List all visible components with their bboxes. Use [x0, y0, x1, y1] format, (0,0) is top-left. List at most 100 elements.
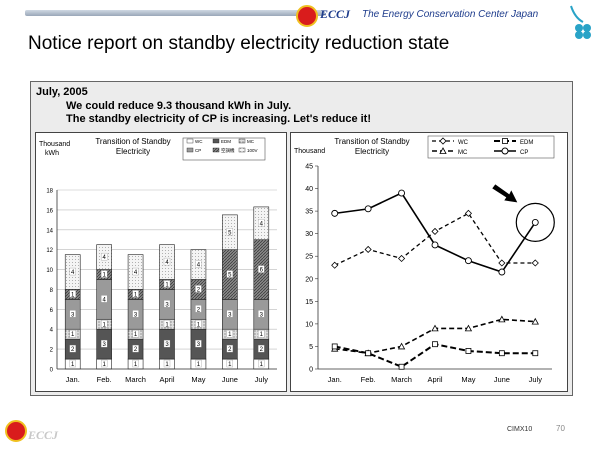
line-ylabel: Thousand — [294, 148, 325, 155]
arrow-icon — [492, 184, 518, 203]
bar-label-box — [195, 285, 202, 293]
line-point — [464, 257, 472, 265]
bar-data-label: 1 — [134, 292, 138, 298]
line-ytick-label: 5 — [309, 344, 313, 351]
line-ytick-label: 45 — [305, 164, 313, 171]
line-point — [498, 268, 506, 276]
line-xtick-label: June — [494, 375, 510, 384]
line-series-mc — [334, 318, 536, 355]
bar-label-box — [100, 339, 108, 348]
line-xtick-label: Jan. — [328, 375, 342, 384]
line-ytick-label: 15 — [305, 299, 313, 306]
bar-data-label: 1 — [71, 362, 75, 368]
organization-name: The Energy Conservation Center Japan — [362, 9, 539, 20]
line-point — [464, 324, 473, 332]
bar-label-box — [100, 295, 108, 303]
line-point — [465, 348, 472, 354]
bar-legend-swatch — [186, 147, 194, 153]
bar-data-label: 2 — [228, 347, 232, 353]
line-point — [431, 241, 439, 249]
line-point — [464, 209, 472, 217]
bar-legend-box — [182, 137, 266, 161]
bar-ytick-label: 6 — [50, 308, 54, 314]
line-point — [398, 189, 406, 197]
bar-ylabel-2: kWh — [45, 150, 59, 157]
bar-legend-label: CP — [195, 148, 201, 153]
line-point — [331, 209, 339, 217]
bar-label-box — [100, 320, 108, 328]
line-legend-label: WC — [458, 140, 469, 146]
bar-data-label: 1 — [228, 362, 232, 368]
line-point — [439, 147, 447, 154]
bar-chart: Thousand kWh Transition of Standby Electr… — [39, 137, 277, 384]
bar-label-box — [163, 359, 171, 368]
bar-data-label: 3 — [228, 312, 232, 318]
bar-xtick-label: April — [159, 375, 174, 384]
bar-data-label: 4 — [165, 260, 169, 266]
bar-label-box — [163, 339, 171, 348]
line-point — [531, 259, 539, 267]
header-bar — [25, 10, 325, 16]
line-point — [432, 341, 438, 348]
bar-data-label: 1 — [197, 362, 201, 368]
bar-legend-label: MC — [247, 139, 255, 144]
highlight-circle — [515, 202, 555, 242]
bar-data-label: 2 — [260, 347, 264, 353]
line-point — [364, 245, 372, 254]
bar-label-box — [195, 339, 202, 348]
line-legend-label: MC — [458, 150, 468, 156]
bar-label-box — [163, 280, 171, 288]
line-ytick-label: 35 — [305, 209, 313, 216]
bar-label-box — [258, 359, 265, 368]
bar-data-label: 1 — [260, 362, 264, 368]
bar-data-label: 5 — [228, 273, 232, 279]
bar-legend: WC EDM MC CP 空調機 100V — [182, 137, 266, 161]
line-xtick-label: July — [529, 375, 543, 384]
bar-ytick-label: 10 — [46, 268, 53, 274]
line-series-edm — [334, 343, 536, 368]
bar-data-label: 2 — [134, 347, 138, 353]
bar-data-label: 1 — [134, 362, 138, 368]
bar-label-box — [163, 300, 171, 308]
bar-ytick-label: 2 — [50, 348, 54, 354]
line-chart: Thousand Transition of Standby Electricit… — [294, 135, 555, 384]
bar-data-label: 4 — [197, 263, 201, 269]
bar-data-label: 3 — [260, 312, 264, 318]
header-logo-text: ECCJ — [320, 7, 351, 21]
bar-data-label: 1 — [134, 332, 138, 338]
bar-label-box — [132, 344, 139, 353]
bar-label-box — [226, 344, 234, 353]
line-point — [502, 138, 508, 144]
bar-data-label: 4 — [71, 270, 75, 276]
bar-data-label: 2 — [197, 287, 201, 293]
line-point — [398, 254, 406, 263]
bar-legend-swatch — [212, 147, 220, 153]
bar-label-box — [69, 330, 76, 338]
bar-label-box — [132, 267, 139, 276]
bar-label-box — [195, 359, 202, 368]
bar-data-label: 1 — [165, 322, 169, 328]
bar-legend-label: EDM — [221, 139, 231, 144]
line-point — [498, 259, 506, 267]
bar-xtick-label: March — [125, 375, 146, 384]
bar-data-label: 1 — [165, 282, 169, 288]
bar-ytick-label: 8 — [50, 288, 54, 294]
bar-label-box — [132, 359, 139, 368]
line-point — [431, 324, 439, 332]
clover-icon — [570, 5, 591, 39]
bar-data-label: 1 — [102, 322, 106, 328]
bar-legend-label: 100V — [247, 148, 258, 153]
bar-label-box — [258, 344, 265, 353]
bar-title: Transition of Standby Electricity — [95, 137, 170, 156]
bar-ytick-label: 12 — [46, 248, 53, 254]
bar-label-box — [69, 344, 76, 353]
bar-label-box — [100, 359, 108, 368]
bar-data-label: 3 — [197, 342, 201, 348]
line-legend-label: EDM — [520, 140, 533, 146]
bar-data-label: 4 — [102, 255, 106, 261]
bar-label-box — [132, 310, 139, 318]
bar-data-label: 1 — [197, 322, 201, 328]
bar-label-box — [69, 359, 76, 368]
line-ytick-label: 0 — [309, 367, 313, 374]
bar-ytick-label: 14 — [46, 228, 53, 234]
